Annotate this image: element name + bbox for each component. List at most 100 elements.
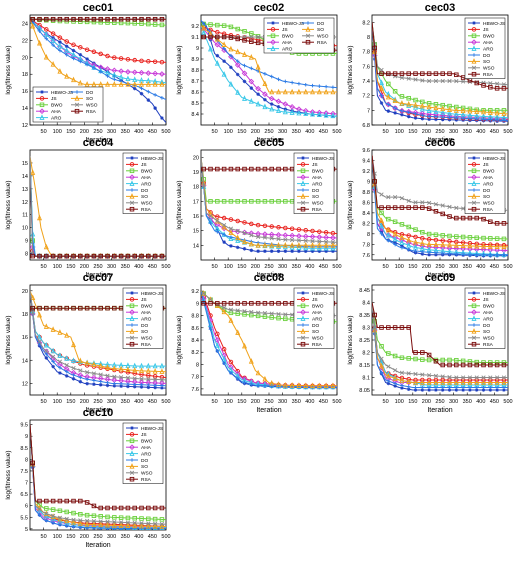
series-point-HBWO-JS [153,385,157,390]
legend-label: WSO [317,34,329,40]
series-point-DO [454,385,459,390]
x-tick-label: 50 [41,264,47,270]
y-tick-label: 8.1 [362,376,370,382]
series-point-DO [440,385,445,390]
series-point-BWO [386,81,391,87]
series-point-AHA [214,337,221,343]
x-tick-label: 500 [332,264,341,270]
series-point-SO [118,81,124,87]
x-tick-label: 350 [463,264,472,270]
x-tick-label: 200 [251,399,260,405]
series-point-RSA [105,505,110,511]
y-axis-label: log(fitness value) [5,315,12,364]
legend-label: AHA [312,175,323,181]
series-point-SO [64,332,70,338]
series-point-DO [71,373,76,377]
series-point-DO [51,521,55,525]
series-point-HBWO-JS [44,31,49,36]
series-point-JS [406,377,411,382]
series-point-DO [468,116,472,121]
series-point-BWO [454,358,459,363]
series-point-DO [400,383,404,388]
series-point-RSA [64,305,69,311]
legend-label: SO [483,59,490,65]
series-point-HBWO-JS [324,249,328,253]
y-tick-label: 18 [22,312,28,318]
legend-marker [471,65,477,70]
legend-marker [471,162,477,167]
series-point-BWO [392,353,398,359]
series-point-SO [255,63,261,70]
series-point-RSA [146,16,151,22]
series-point-DO [495,252,499,257]
legend-marker [129,432,135,437]
series-point-AHA [241,70,248,77]
series-point-RSA [494,86,500,91]
legend-marker [471,335,477,340]
series-point-DO [440,115,445,119]
series-line-RSA [30,424,166,509]
series-point-WSO [454,79,459,84]
x-tick-label: 450 [319,399,328,405]
series-point-HBWO-JS [256,92,260,96]
legend-label: BWO [483,169,495,175]
legend-label: BWO [141,439,153,445]
y-tick-label: 8.4 [191,112,199,118]
legend-marker [39,114,45,120]
x-tick-label: 300 [107,129,116,135]
series-point-HBWO-JS [400,112,404,117]
series-point-SO [248,358,254,364]
y-tick-label: 5 [25,527,28,533]
legend-marker [471,33,477,39]
series-point-ARO [57,43,63,49]
series-point-SO [282,88,288,95]
series-point-SO [262,375,268,382]
series-line-ARO [372,155,508,256]
series-point-HBWO-JS [98,383,103,387]
series-point-RSA [488,219,493,225]
series-point-BWO [84,19,90,25]
series-point-BWO [413,356,418,362]
legend-marker [471,39,477,46]
x-tick-label: 300 [278,399,287,405]
series-point-AHA [399,107,405,114]
series-point-WSO [461,375,466,380]
legend-marker [129,463,135,469]
legend-label: BWO [483,34,495,40]
series-point-RSA [30,305,35,311]
series-point-BWO [386,216,391,222]
series-point-RSA [50,305,56,311]
legend-marker [129,450,135,456]
series-point-WSO [228,226,234,231]
series-point-ARO [419,105,425,112]
series-point-WSO [153,377,158,382]
legend-label: HBWO-JS [312,156,334,162]
series-point-HBWO-JS [235,72,240,77]
series-point-WSO [262,235,268,240]
legend-marker [270,39,276,46]
series-point-RSA [201,166,206,172]
series-point-SO [413,101,419,108]
series-point-WSO [379,192,384,197]
series-point-DO [427,114,431,119]
series-point-SO [282,242,288,248]
legend-label: DO [141,323,148,329]
series-point-SO [303,242,309,248]
series-point-ARO [303,244,309,251]
series-point-DO [447,251,452,256]
series-point-RSA [91,503,97,509]
x-tick-label: 400 [476,129,485,135]
series-point-SO [392,97,398,104]
series-point-WSO [440,203,445,208]
series-point-JS [105,53,110,59]
legend-marker [129,341,135,347]
legend-label: AHA [141,310,152,316]
series-point-RSA [64,498,69,504]
y-tick-label: 9.4 [362,158,370,164]
series-point-DO [406,247,411,252]
series-point-SO [91,521,97,527]
series-point-AHA [262,91,268,98]
series-point-WSO [139,376,144,382]
series-point-AHA [330,234,336,241]
x-tick-label: 100 [224,399,233,405]
